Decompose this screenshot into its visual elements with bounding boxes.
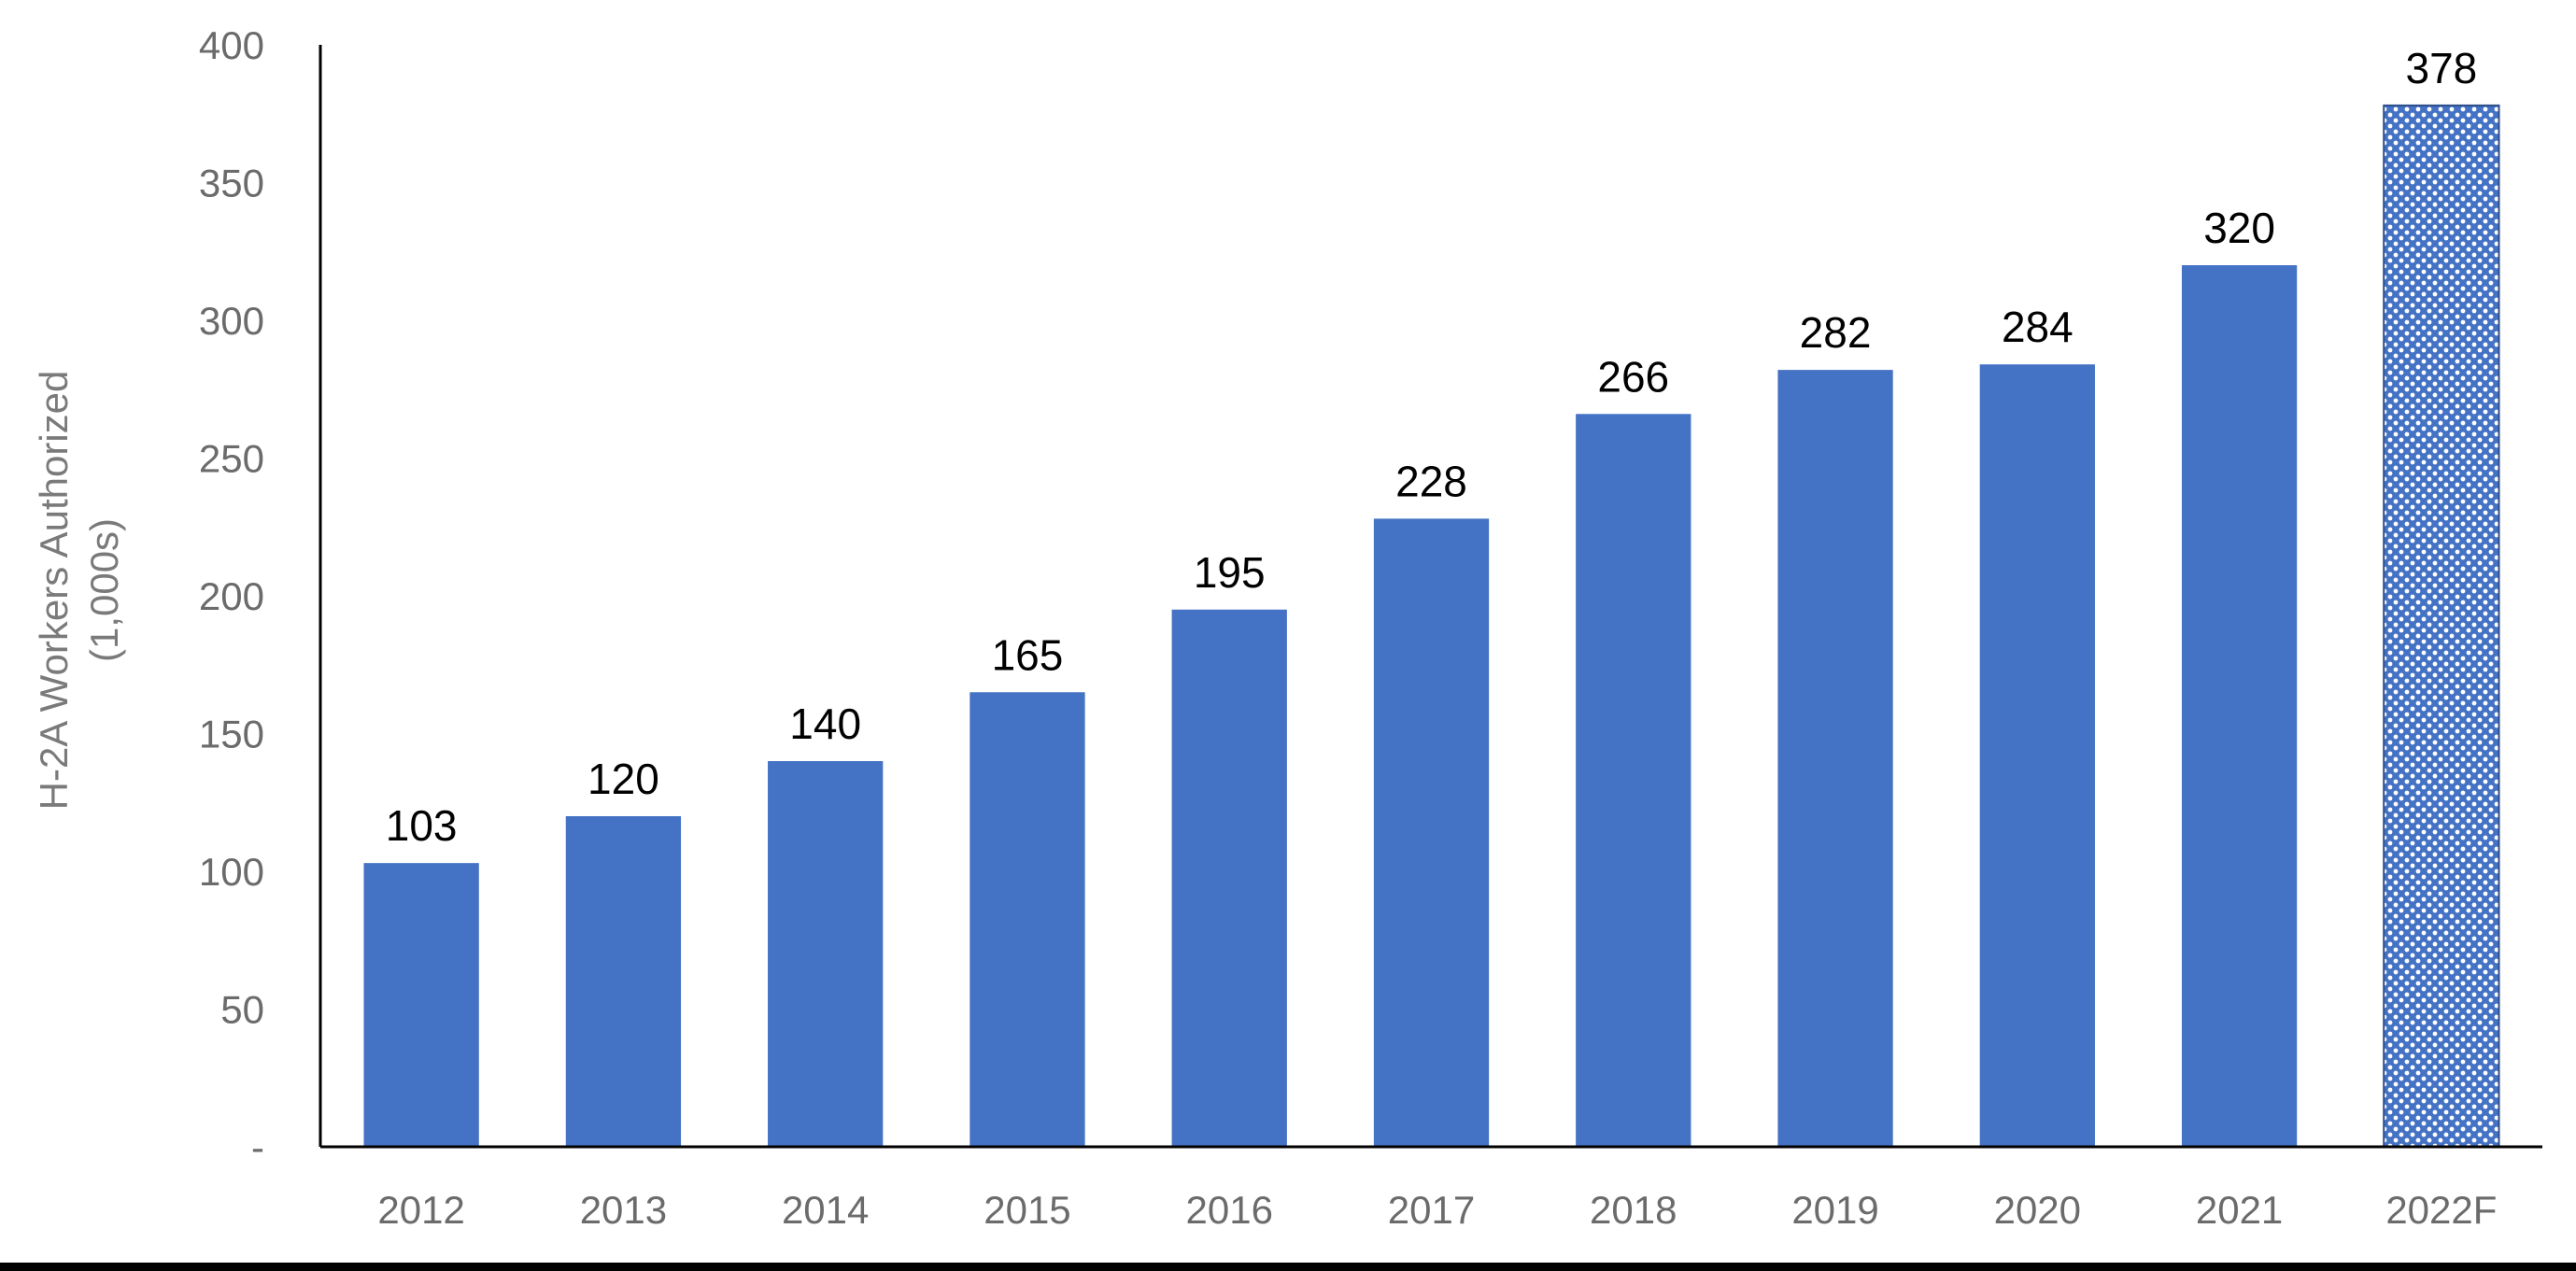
x-tick-label: 2016	[1186, 1188, 1273, 1232]
bar-forecast	[2383, 104, 2500, 1148]
y-axis-ticks: - 50 100 150 200 250 300 350 400	[199, 23, 264, 1169]
data-label: 284	[2002, 303, 2074, 351]
y-tick-label: 100	[199, 850, 264, 894]
bar	[1576, 414, 1691, 1147]
data-label: 282	[1800, 308, 1872, 357]
data-label: 120	[587, 755, 659, 803]
data-label: 195	[1194, 548, 1266, 597]
data-label: 103	[386, 801, 458, 850]
x-tick-label: 2021	[2196, 1188, 2283, 1232]
data-label: 378	[2405, 44, 2477, 92]
x-tick-label: 2020	[1994, 1188, 2081, 1232]
x-tick-label: 2013	[580, 1188, 667, 1232]
y-axis-title: H-2A Workers Authorized (1,000s)	[32, 371, 126, 811]
y-tick-label: -	[251, 1125, 264, 1169]
y-tick-label: 250	[199, 437, 264, 481]
data-label: 320	[2203, 204, 2275, 252]
y-tick-label: 300	[199, 299, 264, 343]
data-label: 140	[789, 699, 861, 748]
bar	[363, 863, 479, 1147]
x-tick-label: 2014	[782, 1188, 869, 1232]
data-label: 165	[992, 630, 1064, 679]
x-axis-ticks: 2012 2013 2014 2015 2016 2017 2018 2019 2020 2021…	[377, 1188, 2497, 1232]
bar	[970, 692, 1085, 1147]
bar	[2181, 265, 2298, 1147]
bar	[565, 816, 682, 1147]
bar	[1777, 370, 1893, 1148]
data-label: 266	[1597, 352, 1669, 401]
x-tick-label: 2017	[1388, 1188, 1475, 1232]
x-tick-label: 2012	[377, 1188, 464, 1232]
x-tick-label: 2018	[1590, 1188, 1677, 1232]
y-tick-label: 350	[199, 162, 264, 205]
y-tick-label: 200	[199, 574, 264, 618]
bars: 103 120 140 165 195 228 266 282 284 320 378	[363, 44, 2500, 1148]
bottom-border	[0, 1263, 2576, 1271]
x-tick-label: 2015	[984, 1188, 1070, 1232]
bar	[1171, 609, 1287, 1147]
x-tick-label: 2022F	[2385, 1188, 2497, 1232]
data-label: 228	[1395, 457, 1467, 505]
y-axis-title-line-1: H-2A Workers Authorized	[32, 371, 76, 811]
y-tick-label: 400	[199, 23, 264, 67]
y-tick-label: 50	[220, 988, 264, 1032]
y-axis-title-line-2: (1,000s)	[82, 518, 126, 662]
bar	[1373, 518, 1490, 1147]
bar	[768, 761, 884, 1147]
y-tick-label: 150	[199, 713, 264, 756]
bar	[1979, 364, 2095, 1147]
x-tick-label: 2019	[1791, 1188, 1878, 1232]
